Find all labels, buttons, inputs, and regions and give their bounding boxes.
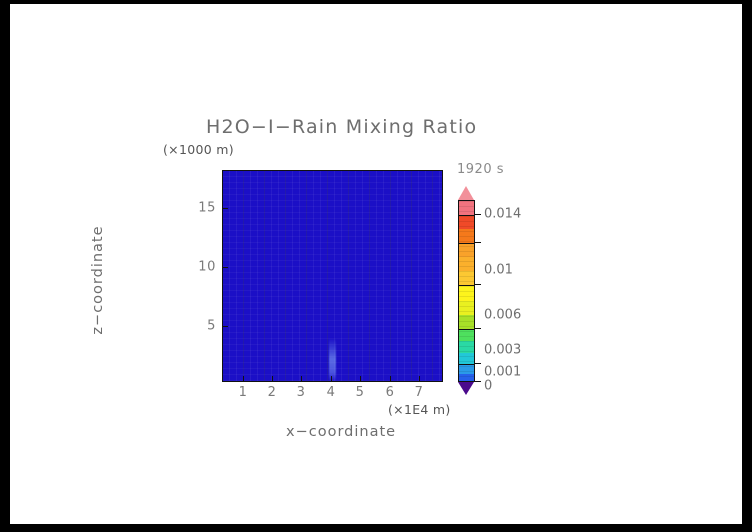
colorbar-band <box>459 353 474 364</box>
x-tick-mark <box>331 376 332 382</box>
x-tick-mark <box>360 376 361 382</box>
heatmap-field[interactable] <box>222 170 443 382</box>
x-tick-label: 2 <box>267 385 277 400</box>
colorbar-tick-mark <box>475 242 481 243</box>
colorbar-tick-label: 0.01 <box>484 262 513 278</box>
x-axis-unit-label: (×1E4 m) <box>388 402 451 417</box>
colorbar-band <box>459 301 474 315</box>
colorbar-band <box>459 315 474 329</box>
x-tick-mark <box>390 376 391 382</box>
colorbar-band <box>459 364 474 374</box>
y-tick-label: 15 <box>198 200 216 216</box>
colorbar-band <box>459 285 474 301</box>
colorbar-divider <box>459 285 474 286</box>
colorbar-band <box>459 215 474 229</box>
colorbar-tick-mark <box>475 363 481 364</box>
colorbar-tick-label: 0 <box>484 378 493 394</box>
y-tick-mark <box>222 267 228 268</box>
colorbar-tick-mark <box>475 214 481 215</box>
colorbar-divider <box>459 364 474 365</box>
plot-canvas: H2O−I−Rain Mixing Ratio (×1000 m) 1920 s… <box>10 4 742 524</box>
colorbar-band <box>459 201 474 215</box>
colorbar-tick-label: 0.014 <box>484 206 522 222</box>
colorbar-body <box>458 200 475 382</box>
x-tick-label: 7 <box>414 385 424 400</box>
colorbar-band <box>459 243 474 257</box>
y-tick-mark <box>222 208 228 209</box>
x-tick-label: 6 <box>385 385 395 400</box>
colorbar-band <box>459 271 474 285</box>
x-tick-label: 4 <box>326 385 336 400</box>
colorbar-tick-mark <box>475 284 481 285</box>
colorbar-band <box>459 229 474 243</box>
y-axis-unit-label: (×1000 m) <box>163 142 234 157</box>
y-tick-label: 10 <box>198 259 216 275</box>
colorbar-tick-label: 0.003 <box>484 342 522 358</box>
x-tick-mark <box>419 376 420 382</box>
y-tick-mark <box>222 326 228 327</box>
x-tick-mark <box>272 376 273 382</box>
x-tick-label: 1 <box>238 385 248 400</box>
colorbar-band <box>459 257 474 271</box>
x-axis-title: x−coordinate <box>286 424 397 440</box>
colorbar-tick-mark <box>475 328 481 329</box>
x-tick-mark <box>301 376 302 382</box>
colorbar-tick-label: 0.006 <box>484 307 522 323</box>
colorbar-tick-mark <box>475 381 481 382</box>
x-tick-mark <box>243 376 244 382</box>
time-annotation: 1920 s <box>457 162 504 177</box>
x-tick-label: 5 <box>355 385 365 400</box>
colorbar-band <box>459 341 474 353</box>
colorbar-divider <box>459 243 474 244</box>
rain-plume-feature <box>329 338 336 382</box>
colorbar-over-arrow-icon <box>458 186 474 200</box>
colorbar-tick-label: 0.001 <box>484 364 522 380</box>
page-title: H2O−I−Rain Mixing Ratio <box>206 116 478 138</box>
colorbar-band <box>459 374 474 381</box>
x-tick-label: 3 <box>296 385 306 400</box>
y-tick-label: 5 <box>207 318 216 334</box>
colorbar-divider <box>459 329 474 330</box>
y-axis-title: z−coordinate <box>90 225 106 335</box>
colorbar-under-arrow-icon <box>458 382 474 395</box>
colorbar-divider <box>459 215 474 216</box>
colorbar-band <box>459 329 474 341</box>
